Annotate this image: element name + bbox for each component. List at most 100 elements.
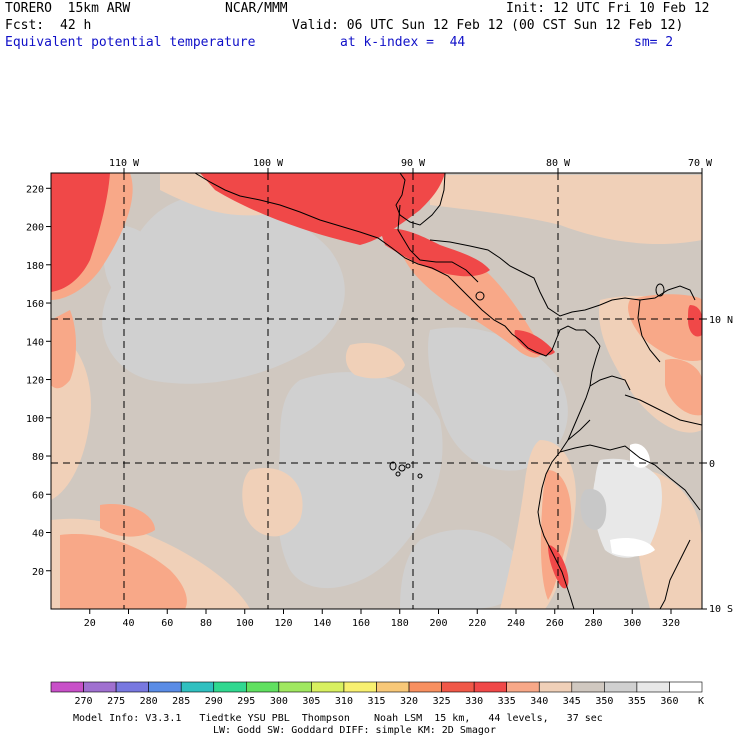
forecast-hours: 42 h	[60, 18, 92, 33]
colorbar-label: 305	[302, 696, 320, 707]
field-salmon-w	[51, 310, 76, 389]
colorbar-label: 315	[367, 696, 385, 707]
coastline-gulf	[395, 173, 446, 226]
colorbar-swatch	[636, 681, 670, 693]
x-tick-label: 140	[313, 618, 331, 629]
lon-label: 90 W	[401, 158, 426, 169]
y-tick-label: 180	[26, 261, 44, 272]
field-red-nw	[51, 173, 110, 292]
colorbar-swatch	[83, 681, 117, 693]
field-gray-andes	[580, 489, 607, 530]
field-gray-south	[400, 529, 523, 609]
lon-label: 110 W	[109, 158, 140, 169]
coastline-carib	[429, 239, 696, 317]
x-tick-label: 100	[236, 618, 254, 629]
colorbar-label: 280	[140, 696, 158, 707]
equivalent-potential-temperature-map: 110 W 100 W 90 W 80 W 70 W 10 N 0 10 S 2…	[26, 158, 733, 629]
field-red-costa	[514, 330, 555, 356]
field-white-andes3	[610, 538, 655, 557]
coast-galapagos-3	[405, 463, 411, 469]
x-tick-label: 60	[161, 618, 173, 629]
x-tick-label: 320	[662, 618, 680, 629]
field-white-andes	[593, 458, 662, 558]
lat-label: 10 S	[709, 604, 733, 615]
colorbar-swatch	[50, 681, 84, 693]
border-colombia	[589, 375, 631, 391]
coast-galapagos-2	[398, 464, 406, 472]
field-salmon-sw	[60, 534, 187, 609]
y-tick-label: 20	[32, 567, 44, 578]
x-tick-label: 40	[122, 618, 134, 629]
border-ecuador	[567, 419, 591, 441]
border-ca	[397, 204, 479, 283]
field-gray-west	[103, 225, 166, 309]
field-salmon-ne	[628, 294, 702, 361]
colorbar-label: 275	[107, 696, 125, 707]
x-tick-label: 220	[468, 618, 486, 629]
colorbar-label: 325	[433, 696, 451, 707]
model-title: TORERO 15km ARW	[5, 1, 131, 16]
border-bolivia	[659, 539, 691, 609]
field-peach-mid	[345, 342, 405, 379]
field-gray-ocean	[102, 197, 345, 384]
colorbar-label: 355	[628, 696, 646, 707]
field-name: Equivalent potential temperature	[5, 35, 256, 50]
colorbar-swatch	[311, 681, 345, 693]
colorbar-swatch	[669, 681, 703, 693]
lon-label: 70 W	[688, 158, 713, 169]
level-label: at k-index = 44	[340, 35, 466, 50]
colorbar-label: 310	[335, 696, 353, 707]
field-salmon-coast	[540, 470, 572, 600]
border-venez	[637, 299, 661, 363]
field-salmon-ca	[400, 248, 542, 358]
init-time: Init: 12 UTC Fri 10 Feb 12	[506, 1, 710, 16]
colorbar-swatch	[376, 681, 410, 693]
field-red-mexico	[200, 173, 445, 245]
coastlines	[194, 173, 702, 609]
coastline-south-america	[537, 345, 601, 609]
colorbar-label: 340	[530, 696, 548, 707]
x-tick-label: 200	[429, 618, 447, 629]
colorbar-label: 300	[270, 696, 288, 707]
smoothing-label: sm= 2	[634, 35, 674, 50]
coast-galapagos-1	[389, 461, 397, 471]
model-info-line1: Model Info: V3.3.1 Tiedtke YSU PBL Thomp…	[73, 713, 603, 724]
x-tick-label: 20	[84, 618, 96, 629]
colorbar-swatch	[506, 681, 540, 693]
coast-island-a	[475, 291, 485, 301]
colorbar-swatch	[180, 681, 215, 693]
colorbar-swatch	[441, 681, 475, 693]
field-peach-mid2	[242, 468, 303, 537]
y-tick-label: 220	[26, 184, 44, 195]
top-lon-ticks	[123, 168, 703, 173]
y-tick-label: 60	[32, 490, 44, 501]
x-tick-label: 80	[200, 618, 212, 629]
forecast-label: Fcst:	[5, 18, 45, 33]
colorbar-label: 330	[465, 696, 483, 707]
y-tick-label: 80	[32, 452, 44, 463]
colorbar-label: 320	[400, 696, 418, 707]
colorbar-label: 350	[595, 696, 613, 707]
lat-label: 0	[709, 459, 715, 470]
org-label: NCAR/MMM	[225, 1, 288, 16]
coast-galapagos-4	[395, 471, 401, 477]
x-tick-label: 240	[507, 618, 525, 629]
y-tick-label: 200	[26, 223, 44, 234]
y-tick-label: 120	[26, 376, 44, 387]
x-tick-label: 260	[546, 618, 564, 629]
y-tick-label: 40	[32, 529, 44, 540]
right-lat-ticks	[702, 318, 707, 610]
colorbar-swatch	[148, 681, 182, 693]
colorbar-label: 335	[498, 696, 516, 707]
field-red-ne	[688, 305, 702, 337]
colorbar-swatch	[213, 681, 247, 693]
lon-label: 100 W	[253, 158, 284, 169]
x-grid-ticks: 20 40 60 80 100 120 140 160 180 200 220 240 260 280 30…	[84, 609, 680, 629]
colorbar-swatch	[473, 681, 507, 693]
graticule	[51, 173, 702, 609]
field-gray-east	[428, 327, 568, 471]
field-white-andes2	[630, 443, 650, 468]
y-tick-label: 140	[26, 337, 44, 348]
colorbar-swatch	[604, 681, 638, 693]
coast-island-b	[655, 283, 665, 297]
